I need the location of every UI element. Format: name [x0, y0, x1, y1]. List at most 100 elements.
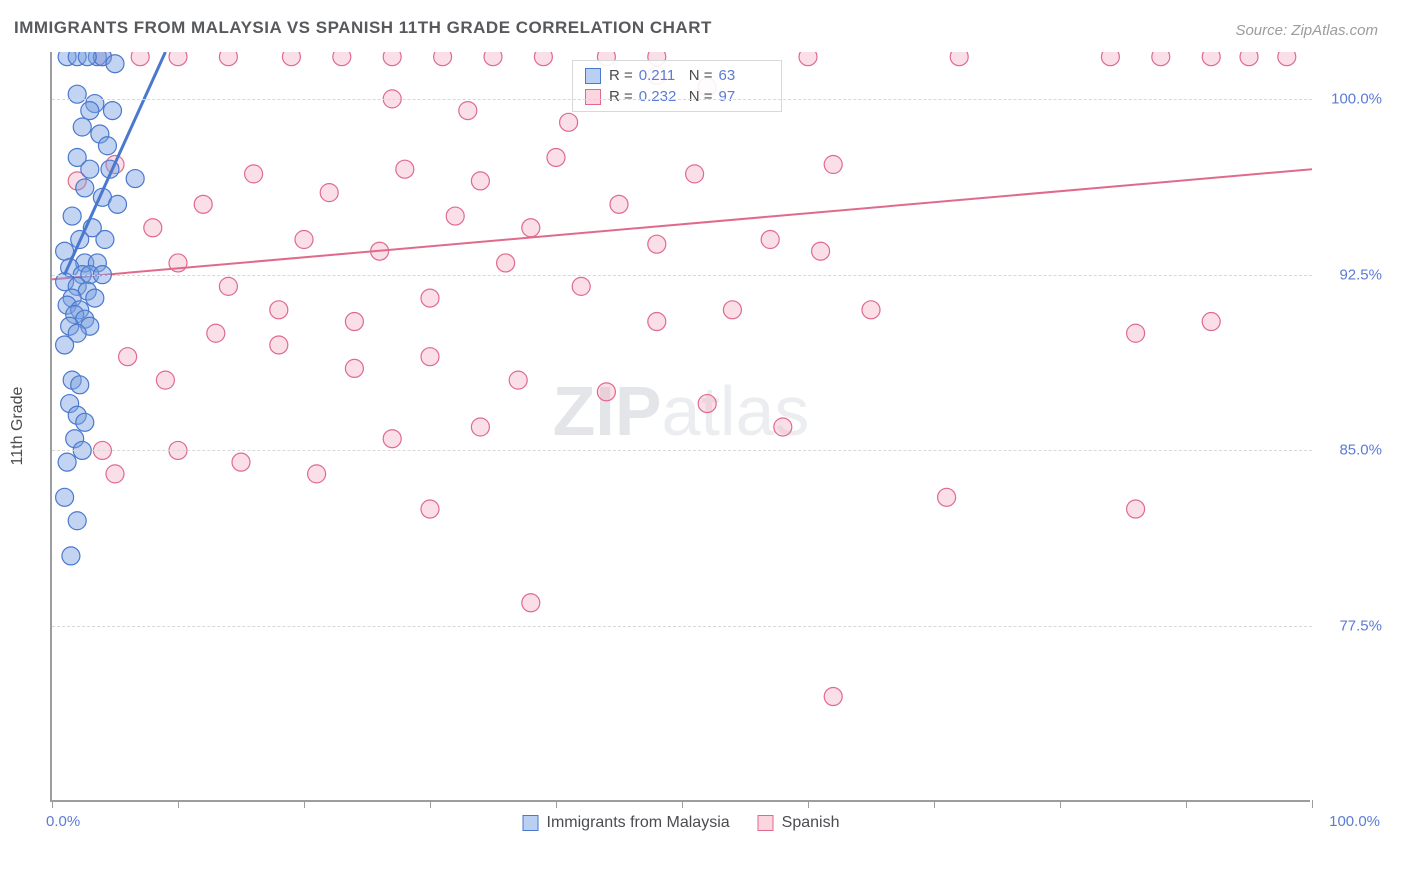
scatter-point — [320, 184, 338, 202]
scatter-point — [824, 156, 842, 174]
x-tick — [304, 800, 305, 808]
scatter-point — [308, 465, 326, 483]
scatter-point — [1278, 52, 1296, 66]
scatter-point — [862, 301, 880, 319]
scatter-point — [68, 512, 86, 530]
n-label: N = — [689, 88, 713, 105]
scatter-point — [169, 52, 187, 66]
r-label: R = — [609, 88, 633, 105]
x-tick — [934, 800, 935, 808]
legend-series-label: Spanish — [782, 814, 840, 832]
scatter-point — [421, 289, 439, 307]
scatter-point — [126, 170, 144, 188]
scatter-point — [761, 231, 779, 249]
plot-area: 11th Grade ZIPatlas R =0.211N =63R =0.23… — [50, 52, 1310, 802]
scatter-point — [421, 348, 439, 366]
scatter-point — [345, 313, 363, 331]
scatter-point — [1240, 52, 1258, 66]
r-value: 0.232 — [639, 88, 683, 105]
scatter-point — [86, 289, 104, 307]
scatter-point — [1127, 324, 1145, 342]
scatter-point — [63, 207, 81, 225]
scatter-point — [73, 118, 91, 136]
scatter-point — [156, 371, 174, 389]
scatter-point — [144, 219, 162, 237]
scatter-point — [484, 52, 502, 66]
scatter-svg — [52, 52, 1312, 802]
scatter-point — [56, 336, 74, 354]
scatter-point — [232, 453, 250, 471]
scatter-point — [572, 277, 590, 295]
x-tick — [556, 800, 557, 808]
legend-swatch — [585, 89, 601, 105]
gridline — [52, 275, 1312, 276]
scatter-point — [78, 52, 96, 66]
chart-title: IMMIGRANTS FROM MALAYSIA VS SPANISH 11TH… — [14, 18, 712, 38]
gridline — [52, 99, 1312, 100]
scatter-point — [698, 395, 716, 413]
legend-swatch — [523, 815, 539, 831]
scatter-point — [446, 207, 464, 225]
legend-swatch — [585, 68, 601, 84]
legend-swatch — [758, 815, 774, 831]
scatter-point — [282, 52, 300, 66]
scatter-point — [270, 336, 288, 354]
scatter-point — [547, 148, 565, 166]
scatter-point — [207, 324, 225, 342]
scatter-point — [950, 52, 968, 66]
y-axis-label: 11th Grade — [9, 387, 27, 466]
scatter-point — [812, 242, 830, 260]
scatter-point — [295, 231, 313, 249]
legend-series: Immigrants from Malaysia Spanish — [523, 814, 840, 832]
scatter-point — [81, 102, 99, 120]
scatter-point — [938, 488, 956, 506]
y-tick-label: 77.5% — [1318, 618, 1382, 635]
scatter-point — [109, 195, 127, 213]
scatter-point — [98, 137, 116, 155]
scatter-point — [106, 55, 124, 73]
n-label: N = — [689, 67, 713, 84]
scatter-point — [723, 301, 741, 319]
n-value: 97 — [719, 88, 763, 105]
scatter-point — [421, 500, 439, 518]
scatter-point — [58, 453, 76, 471]
scatter-point — [103, 102, 121, 120]
scatter-point — [799, 52, 817, 66]
scatter-point — [686, 165, 704, 183]
scatter-point — [76, 413, 94, 431]
x-tick — [1186, 800, 1187, 808]
x-tick — [52, 800, 53, 808]
source-label: Source: ZipAtlas.com — [1235, 22, 1378, 39]
scatter-point — [1127, 500, 1145, 518]
x-max-label: 100.0% — [1329, 813, 1380, 830]
scatter-point — [497, 254, 515, 272]
scatter-point — [71, 376, 89, 394]
scatter-point — [333, 52, 351, 66]
scatter-point — [648, 235, 666, 253]
scatter-point — [774, 418, 792, 436]
scatter-point — [62, 547, 80, 565]
x-tick — [1312, 800, 1313, 808]
scatter-point — [522, 219, 540, 237]
legend-series-label: Immigrants from Malaysia — [547, 814, 730, 832]
scatter-point — [597, 383, 615, 401]
legend-stats-row: R = 0.232 N = 97 — [573, 86, 781, 107]
r-label: R = — [609, 67, 633, 84]
gridline — [52, 450, 1312, 451]
gridline — [52, 626, 1312, 627]
scatter-point — [1152, 52, 1170, 66]
scatter-point — [219, 277, 237, 295]
y-tick-label: 92.5% — [1318, 266, 1382, 283]
scatter-point — [522, 594, 540, 612]
scatter-point — [194, 195, 212, 213]
x-tick — [430, 800, 431, 808]
legend-stats: R =0.211N =63R =0.232N =97 — [572, 60, 782, 112]
scatter-point — [471, 418, 489, 436]
y-tick-label: 85.0% — [1318, 442, 1382, 459]
scatter-point — [245, 165, 263, 183]
scatter-point — [68, 85, 86, 103]
scatter-point — [509, 371, 527, 389]
plot-container: 11th Grade ZIPatlas R =0.211N =63R =0.23… — [50, 52, 1380, 834]
x-tick — [1060, 800, 1061, 808]
scatter-point — [471, 172, 489, 190]
